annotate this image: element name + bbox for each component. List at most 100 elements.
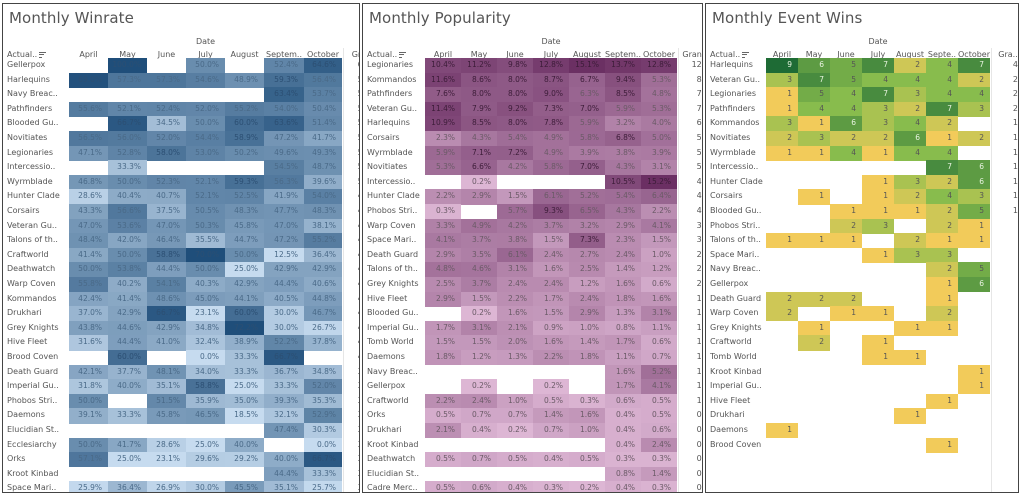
heatmap-cell[interactable]: 1 [862, 145, 894, 161]
heatmap-cell[interactable]: 46.5% [186, 408, 225, 424]
heatmap-cell[interactable]: 52.5% [225, 189, 264, 205]
heatmap-cell[interactable]: 3 [958, 101, 990, 117]
heatmap-cell[interactable]: 3.2% [569, 218, 605, 234]
heatmap-cell[interactable]: 43.3% [69, 204, 108, 220]
heatmap-cell[interactable]: 5.3% [425, 160, 461, 176]
heatmap-cell[interactable]: 1 [926, 131, 958, 147]
heatmap-cell[interactable]: 60.0% [108, 350, 147, 366]
column-header[interactable]: October [958, 50, 991, 59]
heatmap-cell[interactable]: 0.7% [641, 350, 677, 366]
heatmap-cell[interactable]: 1.3% [497, 350, 533, 366]
heatmap-cell[interactable]: 44.7% [225, 233, 264, 249]
column-header[interactable]: April [772, 50, 792, 59]
column-header[interactable]: July [870, 50, 886, 59]
heatmap-cell[interactable]: 52.1% [186, 174, 225, 190]
heatmap-cell[interactable]: 3.7% [533, 218, 569, 234]
heatmap-cell[interactable]: 0.6% [641, 335, 677, 351]
heatmap-cell[interactable]: 1 [862, 204, 894, 220]
heatmap-cell[interactable]: 69.0% [69, 72, 108, 88]
heatmap-cell[interactable]: 0.6% [605, 393, 641, 409]
heatmap-cell[interactable]: 2.4% [461, 393, 497, 409]
heatmap-cell[interactable]: 1 [862, 350, 894, 366]
heatmap-cell[interactable]: 34.0% [186, 364, 225, 380]
heatmap-cell[interactable]: 46.8% [69, 174, 108, 190]
heatmap-cell[interactable]: 11.6% [425, 72, 461, 88]
heatmap-cell[interactable]: 54.0% [264, 101, 304, 117]
heatmap-cell[interactable]: 9.4% [605, 72, 641, 88]
heatmap-cell[interactable]: 1 [766, 145, 798, 161]
heatmap-cell[interactable]: 0.5% [569, 452, 605, 468]
heatmap-cell[interactable]: 25.0% [225, 262, 264, 278]
heatmap-cell[interactable]: 1.0% [569, 320, 605, 336]
heatmap-cell[interactable]: 7.8% [533, 116, 569, 132]
heatmap-cell[interactable]: 44.4% [108, 335, 147, 351]
grand-total-header[interactable]: Gra.. [998, 50, 1018, 59]
heatmap-cell[interactable]: 25.0% [108, 452, 147, 468]
heatmap-cell[interactable]: 4 [926, 58, 958, 74]
heatmap-cell[interactable]: 3.8% [497, 233, 533, 249]
heatmap-cell[interactable]: 48.3% [225, 204, 264, 220]
heatmap-cell[interactable]: 3 [894, 87, 926, 103]
heatmap-cell[interactable]: 7.9% [461, 101, 497, 117]
heatmap-cell[interactable]: 1.4% [569, 335, 605, 351]
heatmap-cell[interactable]: 3 [766, 72, 798, 88]
heatmap-cell[interactable]: 6 [894, 131, 926, 147]
heatmap-cell[interactable]: 4 [894, 116, 926, 132]
heatmap-cell[interactable]: 0.7% [461, 452, 497, 468]
heatmap-cell[interactable]: 66.7% [264, 350, 304, 366]
heatmap-cell[interactable]: 8.0% [461, 87, 497, 103]
heatmap-cell[interactable]: 15.1% [569, 58, 605, 74]
heatmap-cell[interactable]: 8.5% [461, 116, 497, 132]
heatmap-cell[interactable]: 6.6% [461, 160, 497, 176]
heatmap-cell[interactable]: 32.1% [264, 408, 304, 424]
heatmap-cell[interactable]: 7 [862, 87, 894, 103]
heatmap-cell[interactable]: 6.4% [641, 189, 677, 205]
heatmap-cell[interactable]: 3 [798, 131, 830, 147]
heatmap-cell[interactable]: 42.1% [69, 364, 108, 380]
heatmap-cell[interactable]: 3.1% [497, 262, 533, 278]
heatmap-cell[interactable]: 1.3% [605, 306, 641, 322]
heatmap-cell[interactable]: 2.5% [569, 262, 605, 278]
heatmap-cell[interactable]: 4 [830, 87, 862, 103]
heatmap-cell[interactable]: 56.5% [69, 131, 108, 147]
heatmap-cell[interactable]: 1 [798, 116, 830, 132]
heatmap-cell[interactable]: 40.0% [225, 437, 264, 453]
heatmap-cell[interactable]: 44.4% [264, 466, 304, 482]
heatmap-cell[interactable]: 5.2% [641, 364, 677, 380]
column-header[interactable]: April [79, 50, 98, 59]
heatmap-cell[interactable]: 48.4% [69, 233, 108, 249]
heatmap-cell[interactable]: 1.5% [461, 335, 497, 351]
heatmap-cell[interactable]: 4 [830, 145, 862, 161]
heatmap-cell[interactable]: 10.5% [605, 174, 641, 190]
heatmap-cell[interactable]: 3.9% [641, 145, 677, 161]
heatmap-cell[interactable]: 2.9% [605, 218, 641, 234]
heatmap-cell[interactable]: 6.7% [569, 72, 605, 88]
heatmap-cell[interactable]: 6 [798, 58, 830, 74]
heatmap-cell[interactable]: 34.5% [147, 116, 186, 132]
heatmap-cell[interactable]: 45.8% [147, 408, 186, 424]
heatmap-cell[interactable]: 1 [894, 204, 926, 220]
heatmap-cell[interactable]: 53.7% [304, 87, 342, 103]
heatmap-cell[interactable]: 2 [926, 174, 958, 190]
grand-total-header[interactable]: Grand .. [682, 50, 702, 59]
heatmap-cell[interactable]: 44.1% [225, 291, 264, 307]
heatmap-cell[interactable]: 0.0% [304, 437, 342, 453]
heatmap-cell[interactable]: 36.7% [264, 364, 304, 380]
heatmap-cell[interactable]: 12.8% [641, 58, 677, 74]
heatmap-cell[interactable]: 42.9% [147, 320, 186, 336]
heatmap-cell[interactable]: 40.7% [147, 189, 186, 205]
heatmap-cell[interactable]: 1 [766, 101, 798, 117]
heatmap-cell[interactable]: 7.1% [461, 145, 497, 161]
column-header[interactable]: July [543, 50, 559, 59]
column-header[interactable]: Septem.. [605, 50, 642, 59]
heatmap-cell[interactable]: 2 [894, 233, 926, 249]
heatmap-cell[interactable]: 3.2% [605, 116, 641, 132]
heatmap-cell[interactable]: 4.2% [497, 218, 533, 234]
heatmap-cell[interactable]: 4.9% [461, 218, 497, 234]
heatmap-cell[interactable]: 38.9% [225, 335, 264, 351]
heatmap-cell[interactable]: 4 [862, 72, 894, 88]
heatmap-cell[interactable]: 48.6% [147, 291, 186, 307]
heatmap-cell[interactable]: 7.0% [569, 101, 605, 117]
heatmap-cell[interactable]: 0.5% [425, 408, 461, 424]
heatmap-cell[interactable]: 40.0% [108, 379, 147, 395]
